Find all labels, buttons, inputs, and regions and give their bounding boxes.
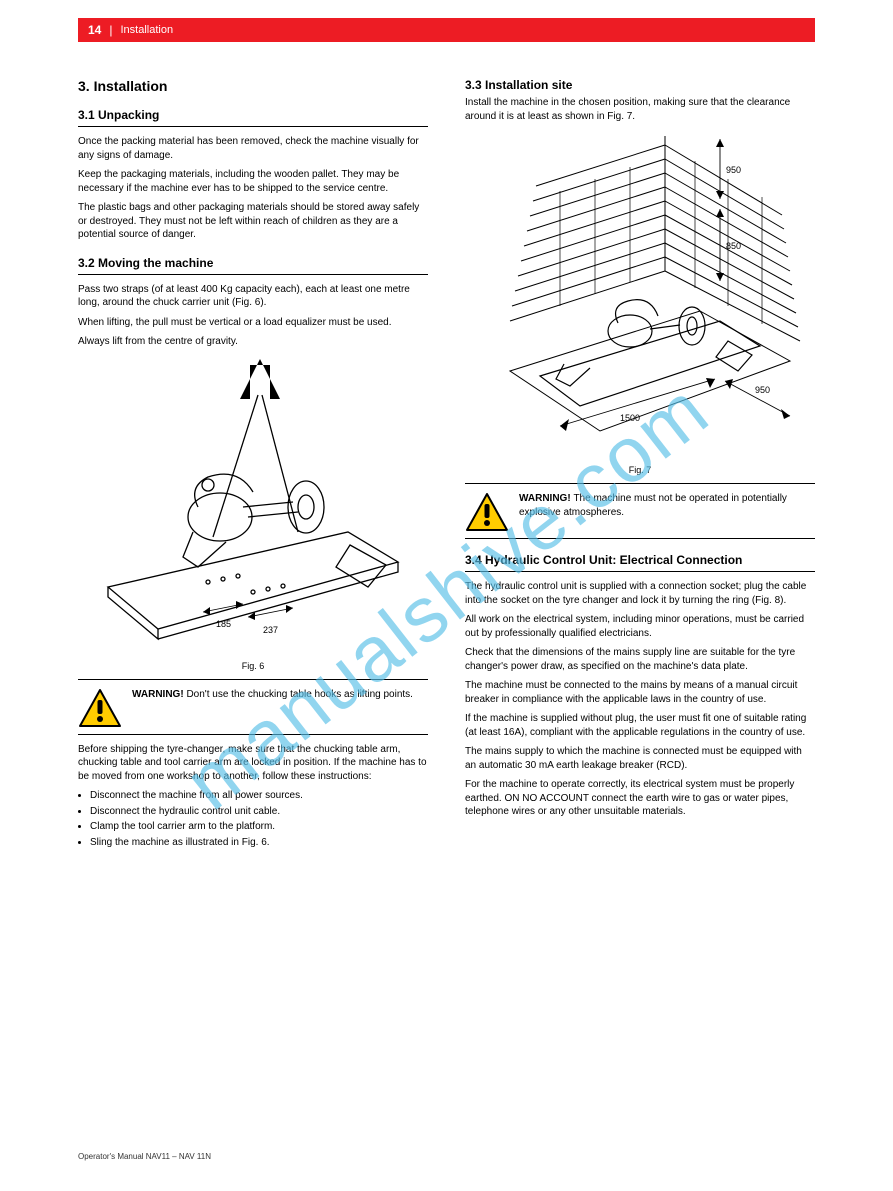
para-3-2-a: Pass two straps (of at least 400 Kg capa… <box>78 283 428 310</box>
warn2-label: WARNING! <box>519 493 573 504</box>
para-3-1-b: Keep the packaging materials, including … <box>78 168 428 195</box>
fig6-dim-b: 237 <box>263 625 278 635</box>
fig7-dim-front: 1500 <box>620 413 640 423</box>
page-number: 14 <box>88 23 101 37</box>
bullet-3-2-2: Clamp the tool carrier arm to the platfo… <box>90 820 428 834</box>
para-3-2-d: Before shipping the tyre-changer, make s… <box>78 743 428 784</box>
figure-7: 950 850 1500 950 Fig. 7 <box>465 131 815 475</box>
header-divider: | <box>109 23 112 37</box>
warning-icon <box>465 492 509 532</box>
sub-3-2-title: 3.2 Moving the machine <box>78 256 428 270</box>
para-3-3-a: Install the machine in the chosen positi… <box>465 96 815 123</box>
hr-3-2 <box>78 274 428 275</box>
warning-icon <box>78 688 122 728</box>
para-3-4-e: If the machine is supplied without plug,… <box>465 712 815 739</box>
header-bar: 14 | Installation <box>78 18 815 42</box>
warning-1-text: WARNING! Don't use the chucking table ho… <box>132 688 428 702</box>
warning-1: WARNING! Don't use the chucking table ho… <box>78 688 428 728</box>
para-3-4-a: The hydraulic control unit is supplied w… <box>465 580 815 607</box>
right-column: 3.3 Installation site Install the machin… <box>465 58 815 825</box>
section-3-title: 3. Installation <box>78 78 428 94</box>
content-area: 3. Installation 3.1 Unpacking Once the p… <box>78 58 815 1131</box>
para-3-4-d: The machine must be connected to the mai… <box>465 679 815 706</box>
footer-text: Operator's Manual NAV11 – NAV 11N <box>78 1152 211 1161</box>
hr-warn2-bot <box>465 538 815 539</box>
figure-7-svg: 950 850 1500 950 <box>470 131 810 461</box>
sub-3-3-title: 3.3 Installation site <box>465 78 815 92</box>
para-3-2-c: Always lift from the centre of gravity. <box>78 335 428 349</box>
para-3-4-b: All work on the electrical system, inclu… <box>465 613 815 640</box>
bullet-3-2-1: Disconnect the hydraulic control unit ca… <box>90 805 428 819</box>
hr-3-4 <box>465 571 815 572</box>
header-title: Installation <box>120 24 173 36</box>
fig6-caption: Fig. 6 <box>242 661 265 671</box>
para-3-1-a: Once the packing material has been remov… <box>78 135 428 162</box>
sub-3-1-title: 3.1 Unpacking <box>78 108 428 122</box>
fig7-caption: Fig. 7 <box>629 465 652 475</box>
figure-6: 185 237 Fig. 6 <box>78 357 428 671</box>
fig7-dim-top: 950 <box>726 165 741 175</box>
para-3-4-g: For the machine to operate correctly, it… <box>465 778 815 819</box>
fig7-dim-right: 950 <box>755 385 770 395</box>
bullet-3-2-3: Sling the machine as illustrated in Fig.… <box>90 836 428 850</box>
hr-3-1 <box>78 126 428 127</box>
fig7-dim-side: 850 <box>726 241 741 251</box>
para-3-2-b: When lifting, the pull must be vertical … <box>78 316 428 330</box>
left-column: 3. Installation 3.1 Unpacking Once the p… <box>78 58 428 855</box>
bullets-3-2: Disconnect the machine from all power so… <box>78 789 428 849</box>
para-3-1-c: The plastic bags and other packaging mat… <box>78 201 428 242</box>
hr-warn2-top <box>465 483 815 484</box>
warn1-body: Don't use the chucking table hooks as li… <box>186 689 413 700</box>
warning-2: WARNING! The machine must not be operate… <box>465 492 815 532</box>
sub-3-4-title: 3.4 Hydraulic Control Unit: Electrical C… <box>465 553 815 567</box>
hr-warn1-bot <box>78 734 428 735</box>
bullet-3-2-0: Disconnect the machine from all power so… <box>90 789 428 803</box>
warning-2-text: WARNING! The machine must not be operate… <box>519 492 815 519</box>
fig6-dim-a: 185 <box>216 619 231 629</box>
figure-6-svg: 185 237 <box>98 357 408 657</box>
hr-warn1-top <box>78 679 428 680</box>
para-3-4-c: Check that the dimensions of the mains s… <box>465 646 815 673</box>
warn1-label: WARNING! <box>132 689 186 700</box>
para-3-4-f: The mains supply to which the machine is… <box>465 745 815 772</box>
